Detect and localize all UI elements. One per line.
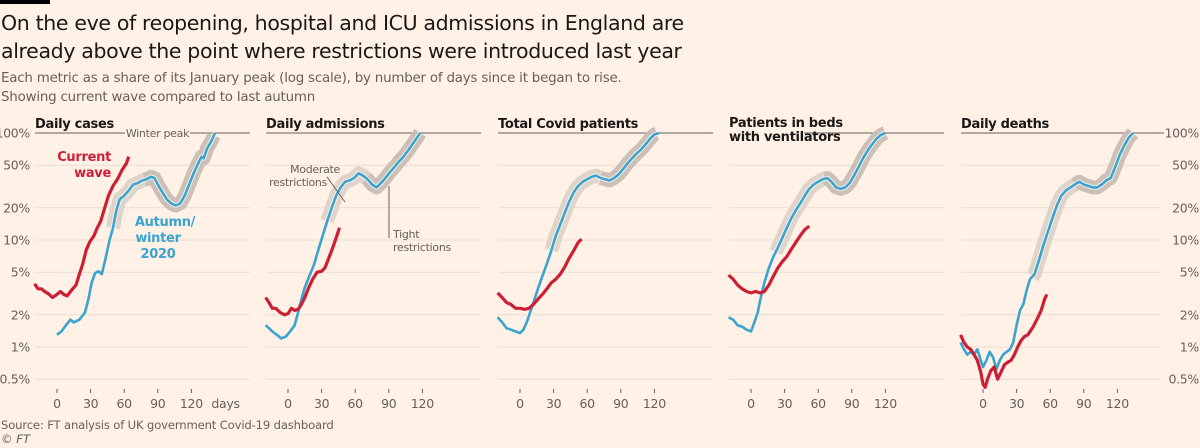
x-tick-label: 120 xyxy=(180,396,203,411)
x-tick-label: 120 xyxy=(874,396,897,411)
panel-title: Daily cases xyxy=(35,117,115,132)
panel-daily-cases: Winter peak Daily cases 0 30 60 90 120 days xyxy=(33,117,250,411)
x-tick-label: 90 xyxy=(613,396,629,411)
x-tick-label: 60 xyxy=(811,396,827,411)
copyright: © FT xyxy=(1,432,31,446)
x-axis: 0 30 60 90 120 xyxy=(979,389,1130,411)
x-axis: 0 30 60 90 120 xyxy=(516,389,667,411)
x-tick-label: 90 xyxy=(1076,396,1092,411)
x-axis: 0 30 60 90 120 days xyxy=(53,389,240,411)
y-tick-label: 50% xyxy=(3,158,30,173)
title-line-1: On the eve of reopening, hospital and IC… xyxy=(1,11,684,35)
current-wave-label: Current xyxy=(57,150,111,165)
panel-total-covid-patients: Total Covid patients 0 30 60 90 120 xyxy=(495,117,713,411)
x-tick-label: 30 xyxy=(777,396,793,411)
source-note: Source: FT analysis of UK government Cov… xyxy=(1,418,334,432)
autumn-winter-line xyxy=(56,132,217,336)
x-tick-label: 30 xyxy=(1009,396,1025,411)
x-tick-label: 120 xyxy=(411,396,434,411)
x-tick-label: 120 xyxy=(643,396,666,411)
panel-title: Patients in beds xyxy=(729,116,843,131)
panel-title-line-2: with ventilators xyxy=(729,130,841,145)
x-unit-label: days xyxy=(211,396,239,411)
y-tick-label: 5% xyxy=(11,265,31,280)
x-tick-label: 0 xyxy=(516,396,524,411)
y-tick-label: 100% xyxy=(1164,126,1199,141)
x-tick-label: 90 xyxy=(150,396,166,411)
moderate-restrictions-label: restrictions xyxy=(269,176,327,189)
x-tick-label: 60 xyxy=(117,396,133,411)
autumn-winter-line xyxy=(959,132,1135,371)
x-tick-label: 0 xyxy=(747,396,755,411)
autumn-winter-line xyxy=(264,132,422,340)
y-tick-label: 50% xyxy=(1172,158,1199,173)
current-wave-line xyxy=(33,156,131,300)
y-tick-label: 20% xyxy=(1172,200,1199,215)
autumn-winter-line xyxy=(727,131,886,333)
panel-daily-deaths: Daily deaths 0 30 60 90 120 xyxy=(958,117,1164,411)
x-axis: 0 30 60 90 120 xyxy=(747,389,898,411)
title-line-2: already above the point where restrictio… xyxy=(1,39,682,63)
y-tick-label: 100% xyxy=(0,126,30,141)
current-wave-line xyxy=(496,237,583,311)
x-tick-label: 90 xyxy=(844,396,860,411)
autumn-winter-label: 2020 xyxy=(141,247,176,262)
moderate-leader-line xyxy=(326,176,346,203)
panel-daily-admissions: Daily admissions 0 30 60 90 120 xyxy=(264,117,481,411)
ft-top-bar xyxy=(0,0,50,4)
x-tick-label: 0 xyxy=(284,396,292,411)
y-tick-label: 20% xyxy=(3,200,30,215)
autumn-winter-label: Autumn/ xyxy=(135,215,196,230)
current-wave-line xyxy=(727,224,811,295)
y-tick-label: 1% xyxy=(11,340,31,355)
current-wave-line xyxy=(959,293,1049,389)
y-tick-label: 2% xyxy=(1180,307,1200,322)
subtitle-line-2: Showing current wave compared to last au… xyxy=(1,90,316,105)
x-tick-label: 0 xyxy=(53,396,61,411)
y-tick-label: 0.5% xyxy=(0,372,30,387)
x-tick-label: 30 xyxy=(314,396,330,411)
y-tick-label: 10% xyxy=(1172,233,1199,248)
x-tick-label: 120 xyxy=(1106,396,1129,411)
x-tick-label: 90 xyxy=(381,396,397,411)
current-wave-line xyxy=(264,227,342,317)
autumn-winter-line xyxy=(496,131,660,335)
y-tick-label: 1% xyxy=(1180,340,1200,355)
tight-restrictions-label: restrictions xyxy=(393,241,451,254)
subtitle-line-1: Each metric as a share of its January pe… xyxy=(1,71,622,86)
x-tick-label: 60 xyxy=(1043,396,1059,411)
y-tick-label: 0.5% xyxy=(1168,372,1199,387)
x-tick-label: 0 xyxy=(979,396,987,411)
current-wave-label: wave xyxy=(74,166,111,181)
x-tick-label: 30 xyxy=(83,396,99,411)
tight-restrictions-label: Tight xyxy=(392,228,420,241)
moderate-restrictions-label: Moderate xyxy=(290,163,340,176)
y-tick-label: 2% xyxy=(11,307,31,322)
winter-peak-label: Winter peak xyxy=(126,127,190,140)
y-tick-label: 5% xyxy=(1180,265,1200,280)
autumn-winter-label: winter xyxy=(135,231,181,246)
x-tick-label: 60 xyxy=(348,396,364,411)
x-tick-label: 60 xyxy=(580,396,596,411)
y-tick-label: 10% xyxy=(3,233,30,248)
panel-title: Daily deaths xyxy=(961,117,1050,132)
x-tick-label: 30 xyxy=(546,396,562,411)
y-axis-right: 100% 50% 20% 10% 5% 2% 1% 0.5% xyxy=(1164,126,1199,387)
tight-restrictions-band xyxy=(139,132,221,213)
chart-title: On the eve of reopening, hospital and IC… xyxy=(1,9,901,65)
y-axis-left: 100% 50% 20% 10% 5% 2% 1% 0.5% xyxy=(0,126,31,387)
x-axis: 0 30 60 90 120 xyxy=(284,389,435,411)
chart-subtitle: Each metric as a share of its January pe… xyxy=(1,69,901,107)
panel-title: Daily admissions xyxy=(266,117,385,132)
panel-title: Total Covid patients xyxy=(498,117,639,132)
